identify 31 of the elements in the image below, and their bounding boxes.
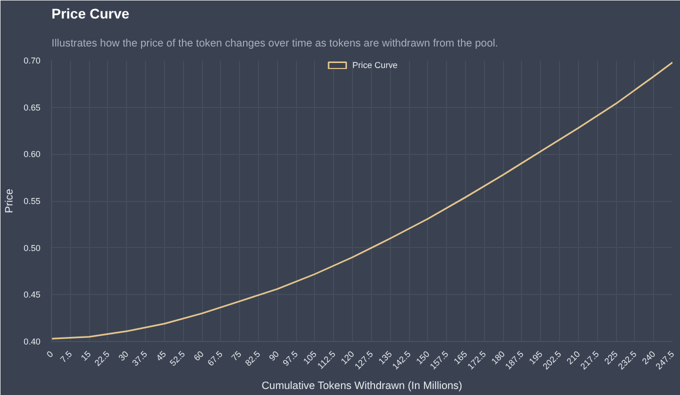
y-tick-label: 0.55 [24,196,41,206]
x-tick-label: 60 [192,348,206,363]
x-tick-label: 30 [116,348,130,363]
x-axis-title: Cumulative Tokens Withdrawn (In Millions) [262,380,462,392]
legend-label: Price Curve [352,60,398,70]
y-tick-label: 0.70 [24,56,41,66]
x-tick-label: 225 [602,348,620,366]
x-tick-label: 165 [452,348,470,366]
x-tick-label: 90 [266,348,281,363]
x-tick-label: 180 [489,348,507,366]
x-tick-label: 45 [154,348,168,363]
x-tick-label: 15 [78,348,93,363]
x-tick-label: 195 [527,348,544,366]
x-tick-label: 240 [640,348,658,366]
y-axis-title: Price [4,188,16,214]
x-tick-label: 135 [376,348,394,366]
y-tick-label: 0.65 [24,102,41,112]
x-tick-label: 75 [229,348,244,363]
chart-subtitle: Illustrates how the price of the token changes over time as tokens are withdrawn from the pool. [52,38,498,50]
y-tick-label: 0.50 [24,242,41,253]
y-tick-label: 0.60 [24,149,41,160]
x-tick-label: 67.5 [205,348,225,368]
x-tick-label: 105 [301,348,319,366]
x-tick-label: 7.5 [58,348,74,365]
x-tick-label: 0 [44,348,56,360]
x-tick-label: 150 [414,348,432,366]
chart-title: Price Curve [52,6,130,22]
y-tick-label: 0.40 [24,336,41,346]
line-series [52,62,672,340]
y-tick-label: 0.45 [24,290,41,300]
x-tick-label: 120 [338,348,356,366]
